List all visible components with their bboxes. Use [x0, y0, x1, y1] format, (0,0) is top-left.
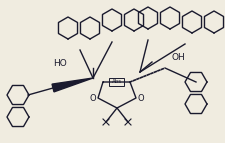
Polygon shape — [52, 78, 93, 92]
Text: O: O — [137, 95, 144, 104]
Text: OH: OH — [170, 53, 184, 62]
Text: O: O — [89, 95, 96, 104]
Text: HO: HO — [53, 58, 67, 67]
FancyBboxPatch shape — [109, 78, 124, 87]
Text: Abs: Abs — [111, 80, 122, 85]
